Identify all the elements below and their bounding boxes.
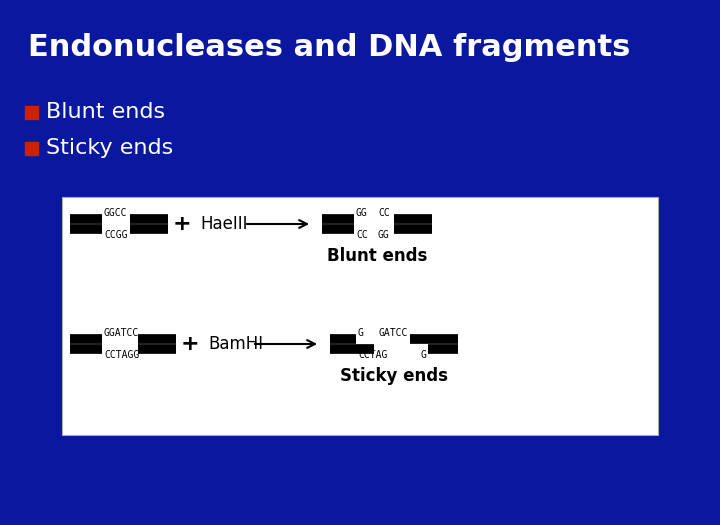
Text: GGATCC: GGATCC bbox=[104, 328, 139, 338]
Text: G: G bbox=[420, 350, 426, 360]
Text: Sticky ends: Sticky ends bbox=[340, 367, 448, 385]
Text: Endonucleases and DNA fragments: Endonucleases and DNA fragments bbox=[28, 33, 631, 61]
Text: BamHI: BamHI bbox=[208, 335, 263, 353]
Text: GGCC: GGCC bbox=[104, 208, 127, 218]
Bar bbox=[62, 197, 658, 435]
Text: G: G bbox=[358, 328, 364, 338]
Text: Blunt ends: Blunt ends bbox=[327, 247, 427, 265]
Text: Blunt ends: Blunt ends bbox=[46, 102, 165, 122]
Text: CCTAGG: CCTAGG bbox=[104, 350, 139, 360]
Text: CCGG: CCGG bbox=[104, 230, 127, 240]
Text: HaeIII: HaeIII bbox=[200, 215, 248, 233]
Text: Sticky ends: Sticky ends bbox=[46, 138, 174, 158]
Text: CCTAG: CCTAG bbox=[358, 350, 387, 360]
Text: +: + bbox=[181, 334, 199, 354]
Text: +: + bbox=[173, 214, 192, 234]
Bar bbox=[25, 142, 38, 155]
Bar bbox=[25, 106, 38, 119]
Text: GATCC: GATCC bbox=[379, 328, 408, 338]
Text: GG: GG bbox=[356, 208, 368, 218]
Text: CC: CC bbox=[356, 230, 368, 240]
Text: GG: GG bbox=[378, 230, 390, 240]
Text: CC: CC bbox=[378, 208, 390, 218]
